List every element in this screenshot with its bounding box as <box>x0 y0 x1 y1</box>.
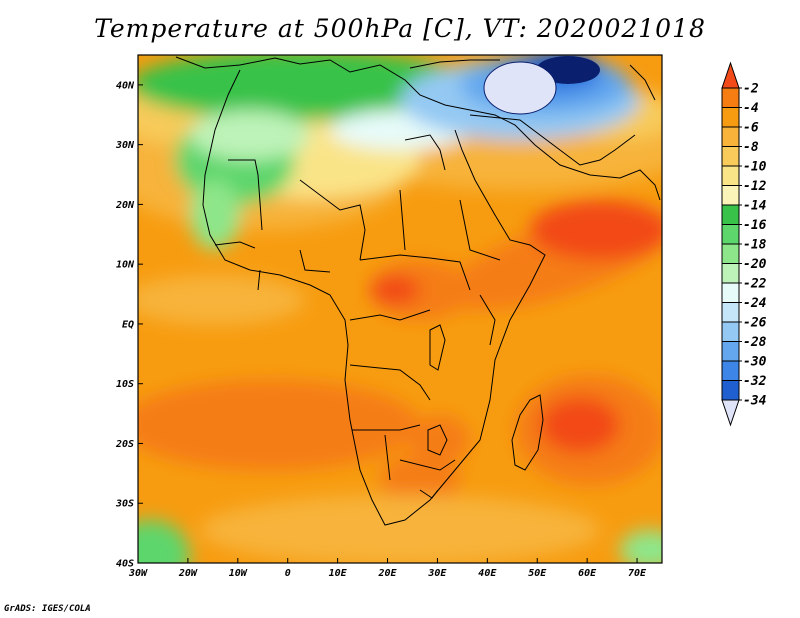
colorbar-label: -28 <box>743 335 767 350</box>
colorbar-label: -16 <box>743 218 767 233</box>
x-tick-label: 60E <box>578 568 597 579</box>
x-tick-label: 0 <box>285 568 291 579</box>
x-tick-label: 40E <box>478 568 497 579</box>
y-tick-label: 10N <box>116 260 135 271</box>
y-tick-label: 10S <box>116 379 134 390</box>
colorbar-cell <box>721 282 740 303</box>
colorbar-cell <box>721 380 740 401</box>
coastlines <box>175 56 661 526</box>
colorbar-cell <box>721 224 740 245</box>
colorbar-label: -2 <box>743 82 759 97</box>
colorbar-label: -22 <box>743 277 767 292</box>
grads-credit: GrADS: IGES/COLA <box>4 604 91 614</box>
x-tick-label: 30E <box>427 568 447 579</box>
colorbar-cell <box>721 321 740 342</box>
colorbar-label: -14 <box>743 199 767 214</box>
colorbar-cell <box>721 165 740 186</box>
colorbar-label: -34 <box>743 394 767 409</box>
y-tick-label: 20N <box>115 200 135 211</box>
colorbar-bottom-arrow <box>721 399 740 427</box>
colorbar-cell <box>721 146 740 167</box>
colorbar-top-arrow <box>721 61 740 89</box>
colorbar-cell <box>721 185 740 206</box>
x-axis: 30W 20W 10W 0 10E 20E 30E 40E 50E 60E 70E <box>128 558 647 579</box>
colorbar-cell <box>721 87 740 108</box>
colorbar-cell <box>721 263 740 284</box>
y-tick-label: 40S <box>116 559 134 570</box>
y-tick-label: 30S <box>115 499 134 510</box>
y-tick-label: EQ <box>122 319 134 330</box>
y-axis: 40N 30N 20N 10N EQ 10S 20S 30S 40S <box>115 80 143 570</box>
y-tick-label: 40N <box>116 80 135 91</box>
colorbar-label: -18 <box>743 238 767 253</box>
map-title: Temperature at 500hPa [C], VT: 202002101… <box>94 14 706 43</box>
x-tick-label: 20W <box>178 568 198 579</box>
x-tick-label: 30W <box>128 568 148 579</box>
colorbar-label: -30 <box>743 355 767 370</box>
y-tick-label: 20S <box>115 439 134 450</box>
x-tick-label: 10E <box>329 568 348 579</box>
y-tick-label: 30N <box>115 140 135 151</box>
x-tick-label: 10W <box>229 568 248 579</box>
colorbar-label: -32 <box>743 374 767 389</box>
colorbar-label: -20 <box>743 257 767 272</box>
colorbar: -2 -4 -6 -8 -10 -12 -14 -16 -18 -20 -22 -24 -26 -28 -3… <box>721 61 767 427</box>
colorbar-label: -24 <box>743 296 767 311</box>
colorbar-cell <box>721 107 740 128</box>
colorbar-label: -10 <box>743 160 767 175</box>
colorbar-cell <box>721 341 740 362</box>
colorbar-label: -8 <box>743 140 759 155</box>
colorbar-cell <box>721 360 740 381</box>
map-frame <box>137 54 663 564</box>
colorbar-cell <box>721 243 740 264</box>
x-tick-label: 20E <box>377 568 397 579</box>
temperature-field <box>138 55 662 563</box>
colorbar-label: -12 <box>743 179 767 194</box>
x-tick-label: 70E <box>628 568 647 579</box>
colorbar-cell <box>721 126 740 147</box>
colorbar-label: -6 <box>743 121 759 136</box>
x-tick-label: 50E <box>528 568 547 579</box>
colorbar-cell <box>721 302 740 323</box>
colorbar-label: -4 <box>743 101 759 116</box>
colorbar-cell <box>721 204 740 225</box>
colorbar-label: -26 <box>743 316 767 331</box>
